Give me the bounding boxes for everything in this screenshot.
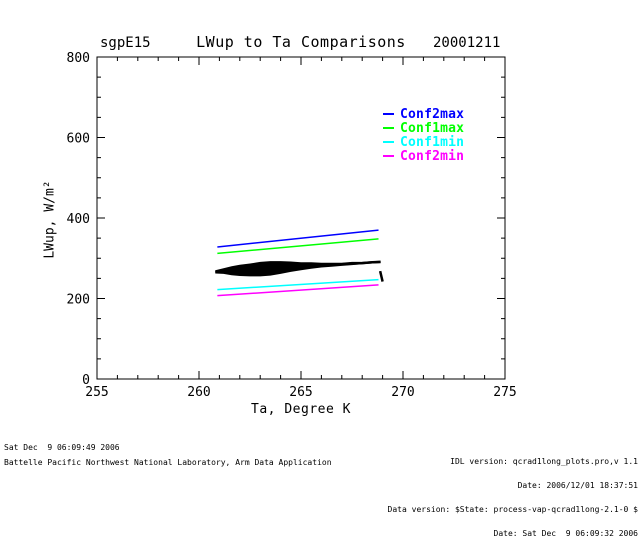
legend-dash-conf1min-icon bbox=[383, 141, 394, 143]
footer-idl-date: Date: 2006/12/01 18:37:51 bbox=[517, 481, 638, 490]
legend-dash-conf2min-icon bbox=[383, 155, 394, 157]
x-tick-label: 260 bbox=[187, 385, 210, 400]
footer-institution: Battelle Pacific Northwest National Labo… bbox=[4, 458, 332, 467]
scatter-centerline bbox=[215, 260, 381, 274]
legend-item-conf1min: Conf1min bbox=[383, 131, 464, 150]
plot-title: LWup to Ta Comparisons bbox=[196, 33, 406, 51]
legend: Conf2max Conf1max Conf1min Conf2min bbox=[383, 103, 464, 164]
series-line-conf1max bbox=[217, 238, 379, 255]
x-axis-title: Ta, Degree K bbox=[251, 402, 351, 417]
footer-data-version: Data version: $State: process-vap-qcrad1… bbox=[387, 505, 638, 514]
legend-dash-conf1max-icon bbox=[383, 127, 394, 129]
y-tick-label: 0 bbox=[82, 373, 90, 388]
legend-label-conf2min: Conf2min bbox=[400, 149, 465, 164]
x-tick-label: 275 bbox=[493, 385, 516, 400]
footer-data-date: Date: Sat Dec 9 06:09:32 2006 bbox=[493, 529, 639, 538]
legend-item-conf2max: Conf2max bbox=[383, 103, 464, 122]
footer-timestamp: Sat Dec 9 06:09:49 2006 bbox=[4, 443, 120, 452]
outlier-tail bbox=[378, 270, 384, 282]
y-tick-label: 400 bbox=[67, 212, 90, 227]
footer-idl-version: IDL version: qcrad1long_plots.pro,v 1.1 bbox=[450, 457, 638, 466]
legend-label-conf2max: Conf2max bbox=[400, 107, 465, 122]
y-tick-label: 800 bbox=[67, 51, 90, 66]
y-tick-label: 600 bbox=[67, 132, 90, 147]
x-tick-label: 255 bbox=[85, 385, 108, 400]
legend-label-conf1max: Conf1max bbox=[400, 121, 465, 136]
series-line-conf2min bbox=[217, 284, 379, 297]
legend-item-conf1max: Conf1max bbox=[383, 117, 464, 136]
series-line-conf1min bbox=[217, 278, 379, 291]
series-line-conf2max bbox=[217, 229, 379, 248]
x-tick-label: 265 bbox=[289, 385, 312, 400]
site-label: sgpE15 bbox=[100, 35, 151, 51]
y-axis-title: LWup, W/m² bbox=[42, 180, 58, 259]
footer-version-block: IDL version: qcrad1long_plots.pro,v 1.1 … bbox=[388, 442, 638, 554]
legend-label-conf1min: Conf1min bbox=[400, 135, 465, 150]
legend-item-conf2min: Conf2min bbox=[383, 145, 464, 164]
x-tick-label: 270 bbox=[391, 385, 414, 400]
legend-dash-conf2max-icon bbox=[383, 113, 394, 115]
plot-area: 255 260 265 270 275 0 200 400 600 800 bbox=[67, 51, 517, 400]
plot-date: 20001211 bbox=[433, 35, 501, 51]
y-tick-label: 200 bbox=[67, 293, 90, 308]
